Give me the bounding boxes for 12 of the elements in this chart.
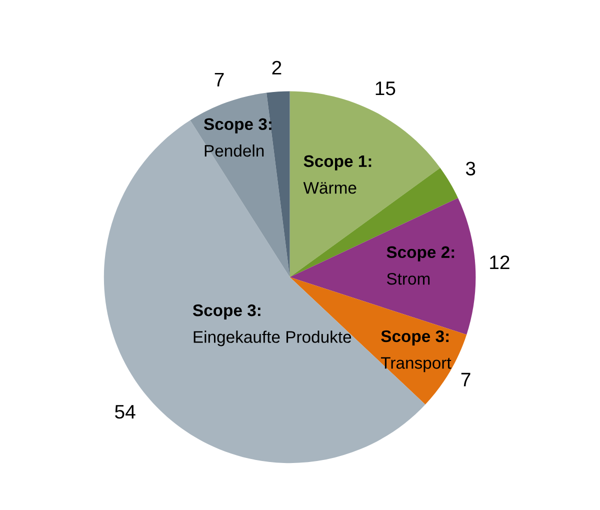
slice-label: Scope 2: Strom <box>386 246 454 285</box>
slice-label: Scope 1: Wärme <box>303 155 372 194</box>
data-label: 54 <box>115 405 136 419</box>
data-label: 7 <box>461 372 470 386</box>
data-label: 2 <box>272 60 282 74</box>
data-label: 15 <box>376 82 396 96</box>
data-label: 12 <box>490 255 510 270</box>
data-label: 3 <box>466 162 476 176</box>
data-label: 7 <box>214 72 224 86</box>
slice-label: Scope 3: Pendeln <box>204 118 272 157</box>
slice-label: Scope 3: Transport <box>381 330 452 372</box>
slice-label: Scope 3: Eingekaufte Produkte <box>192 304 352 346</box>
